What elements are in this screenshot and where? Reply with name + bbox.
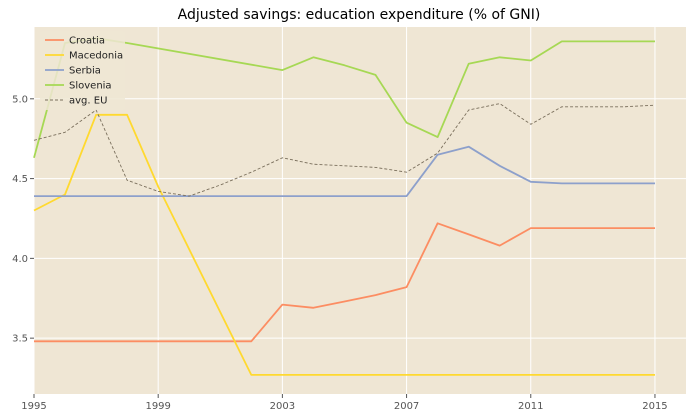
legend-label-croatia: Croatia	[69, 36, 105, 47]
legend-label-macedonia: Macedonia	[69, 51, 123, 62]
legend-label-avg-eu: avg. EU	[69, 96, 107, 107]
x-tick-label: 2011	[518, 401, 543, 412]
x-tick-label: 1999	[145, 401, 170, 412]
y-tick-label: 4.0	[12, 254, 28, 265]
y-tick-label: 5.0	[12, 94, 28, 105]
plot-area: 1995 1999 2003 2007 2011 2015 3.5 4.0 4.5 5.0	[12, 27, 686, 412]
legend-box	[40, 31, 125, 110]
plot-background	[34, 27, 686, 394]
legend-label-slovenia: Slovenia	[69, 81, 112, 92]
chart-title: Adjusted savings: education expenditure …	[178, 7, 541, 23]
x-tick-label: 2015	[642, 401, 667, 412]
legend-label-serbia: Serbia	[69, 66, 101, 77]
series-line-macedonia	[33, 113, 655, 376]
legend: Croatia Macedonia Serbia Slovenia avg. EU	[40, 31, 125, 110]
y-tick-label: 4.5	[12, 174, 28, 185]
series-line-serbia	[34, 145, 655, 197]
x-tick-label: 2007	[394, 401, 419, 412]
x-tick-label: 2003	[270, 401, 295, 412]
series-line-avg-eu	[33, 103, 656, 197]
series-line-croatia	[34, 222, 655, 343]
x-tick-label: 1995	[21, 401, 46, 412]
y-tick-label: 3.5	[12, 334, 28, 345]
